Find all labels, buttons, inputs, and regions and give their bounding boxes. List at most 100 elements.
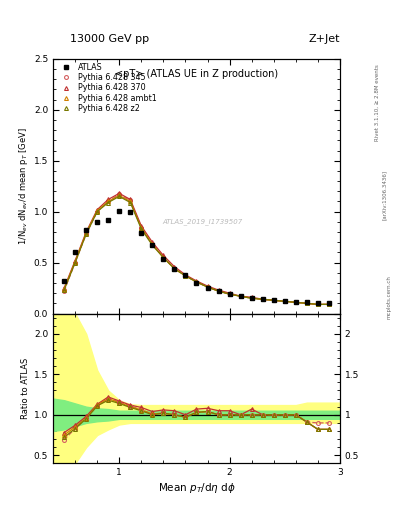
Pythia 6.428 ambt1 — [172, 266, 177, 272]
Pythia 6.428 370 — [227, 290, 232, 296]
ATLAS — [260, 296, 265, 303]
Pythia 6.428 345 — [161, 254, 166, 261]
Pythia 6.428 ambt1 — [194, 279, 199, 285]
Pythia 6.428 z2 — [272, 297, 276, 304]
Pythia 6.428 370 — [73, 258, 77, 264]
Pythia 6.428 370 — [84, 229, 88, 235]
ATLAS — [84, 227, 88, 233]
ATLAS — [95, 219, 99, 225]
Pythia 6.428 z2 — [327, 302, 331, 308]
Pythia 6.428 345 — [283, 298, 287, 305]
Pythia 6.428 z2 — [305, 301, 309, 307]
Text: 13000 GeV pp: 13000 GeV pp — [70, 33, 150, 44]
Pythia 6.428 370 — [62, 285, 66, 291]
Pythia 6.428 370 — [106, 197, 110, 203]
ATLAS — [305, 300, 309, 306]
Pythia 6.428 ambt1 — [249, 295, 254, 302]
ATLAS — [73, 249, 77, 255]
Pythia 6.428 ambt1 — [316, 302, 320, 308]
Y-axis label: 1/N$_{ev}$ dN$_{ev}$/d mean p$_T$ [GeV]: 1/N$_{ev}$ dN$_{ev}$/d mean p$_T$ [GeV] — [17, 127, 29, 245]
Text: Rivet 3.1.10, ≥ 2.8M events: Rivet 3.1.10, ≥ 2.8M events — [375, 64, 380, 141]
Pythia 6.428 345 — [95, 208, 99, 215]
ATLAS — [194, 280, 199, 286]
Pythia 6.428 z2 — [172, 266, 177, 272]
ATLAS — [227, 291, 232, 297]
Pythia 6.428 z2 — [117, 194, 121, 200]
Pythia 6.428 370 — [194, 278, 199, 284]
ATLAS — [139, 230, 144, 236]
Text: Z+Jet: Z+Jet — [309, 33, 340, 44]
ATLAS — [117, 207, 121, 214]
Pythia 6.428 z2 — [106, 200, 110, 206]
Pythia 6.428 z2 — [216, 288, 221, 294]
ATLAS — [316, 301, 320, 307]
Pythia 6.428 370 — [172, 264, 177, 270]
Pythia 6.428 z2 — [260, 296, 265, 303]
Pythia 6.428 370 — [139, 223, 144, 229]
Pythia 6.428 z2 — [150, 242, 155, 248]
Pythia 6.428 370 — [249, 294, 254, 301]
ATLAS — [161, 255, 166, 262]
Pythia 6.428 ambt1 — [216, 288, 221, 294]
Pythia 6.428 ambt1 — [117, 193, 121, 199]
Legend: ATLAS, Pythia 6.428 345, Pythia 6.428 370, Pythia 6.428 ambt1, Pythia 6.428 z2: ATLAS, Pythia 6.428 345, Pythia 6.428 37… — [55, 61, 158, 114]
Pythia 6.428 ambt1 — [327, 302, 331, 308]
Pythia 6.428 ambt1 — [260, 296, 265, 303]
Pythia 6.428 345 — [260, 296, 265, 303]
Text: ATLAS_2019_I1739507: ATLAS_2019_I1739507 — [162, 219, 242, 225]
ATLAS — [106, 217, 110, 223]
Pythia 6.428 345 — [84, 231, 88, 237]
Pythia 6.428 345 — [73, 260, 77, 266]
ATLAS — [172, 266, 177, 272]
Pythia 6.428 z2 — [294, 300, 298, 306]
Line: ATLAS: ATLAS — [62, 208, 331, 306]
Pythia 6.428 370 — [316, 302, 320, 308]
Pythia 6.428 345 — [128, 198, 133, 204]
ATLAS — [216, 288, 221, 294]
Pythia 6.428 ambt1 — [283, 298, 287, 305]
Pythia 6.428 ambt1 — [294, 300, 298, 306]
ATLAS — [238, 293, 243, 300]
X-axis label: Mean $\mathit{p_T}$/d$\eta$ d$\phi$: Mean $\mathit{p_T}$/d$\eta$ d$\phi$ — [158, 481, 235, 496]
Pythia 6.428 370 — [216, 287, 221, 293]
Pythia 6.428 ambt1 — [238, 293, 243, 300]
Pythia 6.428 345 — [106, 199, 110, 205]
Pythia 6.428 ambt1 — [150, 241, 155, 247]
Pythia 6.428 z2 — [205, 284, 210, 290]
Pythia 6.428 z2 — [139, 226, 144, 232]
Pythia 6.428 345 — [205, 284, 210, 290]
Pythia 6.428 345 — [172, 266, 177, 272]
Pythia 6.428 370 — [238, 293, 243, 300]
Pythia 6.428 345 — [216, 288, 221, 294]
Pythia 6.428 z2 — [95, 208, 99, 215]
Line: Pythia 6.428 ambt1: Pythia 6.428 ambt1 — [62, 194, 331, 306]
Pythia 6.428 z2 — [238, 293, 243, 300]
ATLAS — [183, 272, 188, 278]
Pythia 6.428 370 — [128, 197, 133, 203]
Pythia 6.428 z2 — [194, 279, 199, 285]
Pythia 6.428 345 — [238, 293, 243, 300]
Pythia 6.428 370 — [95, 206, 99, 212]
Pythia 6.428 ambt1 — [205, 284, 210, 290]
ATLAS — [62, 278, 66, 284]
Pythia 6.428 370 — [294, 300, 298, 306]
ATLAS — [150, 242, 155, 248]
ATLAS — [272, 297, 276, 304]
Y-axis label: Ratio to ATLAS: Ratio to ATLAS — [21, 358, 29, 419]
Pythia 6.428 z2 — [128, 200, 133, 206]
Pythia 6.428 ambt1 — [227, 291, 232, 297]
Pythia 6.428 345 — [327, 302, 331, 308]
Pythia 6.428 370 — [327, 302, 331, 308]
Pythia 6.428 370 — [260, 296, 265, 303]
Pythia 6.428 ambt1 — [272, 297, 276, 304]
Pythia 6.428 ambt1 — [62, 286, 66, 292]
ATLAS — [249, 295, 254, 302]
Pythia 6.428 z2 — [73, 260, 77, 266]
Pythia 6.428 ambt1 — [106, 199, 110, 205]
ATLAS — [205, 285, 210, 291]
Pythia 6.428 345 — [227, 291, 232, 297]
Text: <pT> (ATLAS UE in Z production): <pT> (ATLAS UE in Z production) — [115, 69, 278, 79]
Pythia 6.428 ambt1 — [73, 259, 77, 265]
Pythia 6.428 ambt1 — [95, 207, 99, 214]
Pythia 6.428 345 — [294, 300, 298, 306]
